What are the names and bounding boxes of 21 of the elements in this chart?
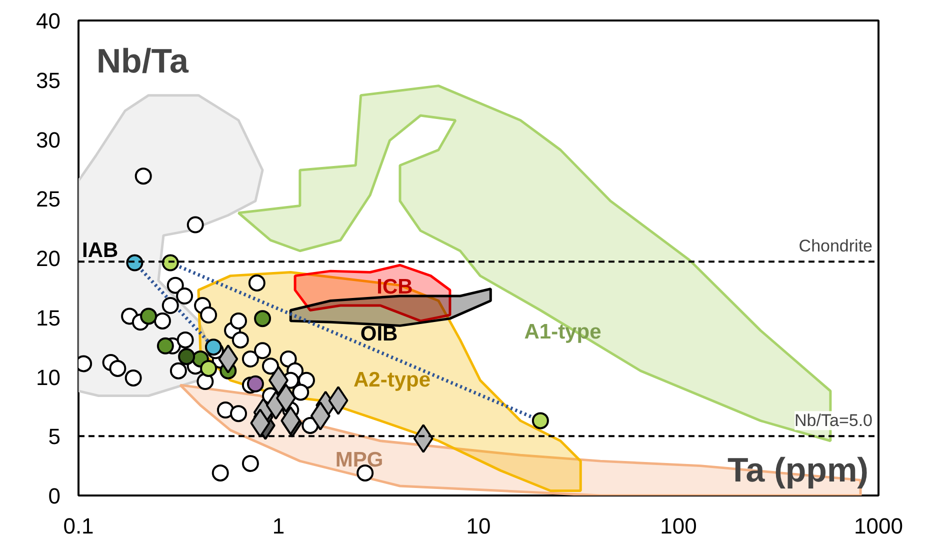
ref-line-label: Chondrite bbox=[798, 236, 873, 256]
series-label: IAB bbox=[82, 238, 118, 262]
y-tick-label: 5 bbox=[48, 424, 61, 450]
y-tick-label: 40 bbox=[36, 8, 61, 34]
x-tick-label: 1 bbox=[272, 514, 285, 538]
ref-line-label: Nb/Ta=5.0 bbox=[794, 411, 873, 430]
series-label: OIB bbox=[360, 322, 398, 346]
x-tick-label: 1000 bbox=[854, 514, 903, 538]
y-axis-title: Nb/Ta bbox=[96, 42, 190, 80]
y-tick-label: 25 bbox=[36, 186, 61, 212]
series-label: A2-type bbox=[354, 368, 431, 392]
y-tick-label: 30 bbox=[36, 127, 61, 152]
y-tick-label: 0 bbox=[48, 484, 61, 508]
x-tick-label: 100 bbox=[660, 514, 697, 538]
x-tick-label: 0.1 bbox=[63, 514, 94, 538]
y-tick-label: 20 bbox=[36, 246, 61, 271]
y-tick-label: 10 bbox=[36, 364, 61, 390]
y-tick-label: 15 bbox=[36, 305, 61, 330]
y-tick-label: 35 bbox=[36, 68, 61, 93]
x-tick-label: 10 bbox=[466, 514, 491, 538]
series-label: MPG bbox=[335, 448, 384, 472]
